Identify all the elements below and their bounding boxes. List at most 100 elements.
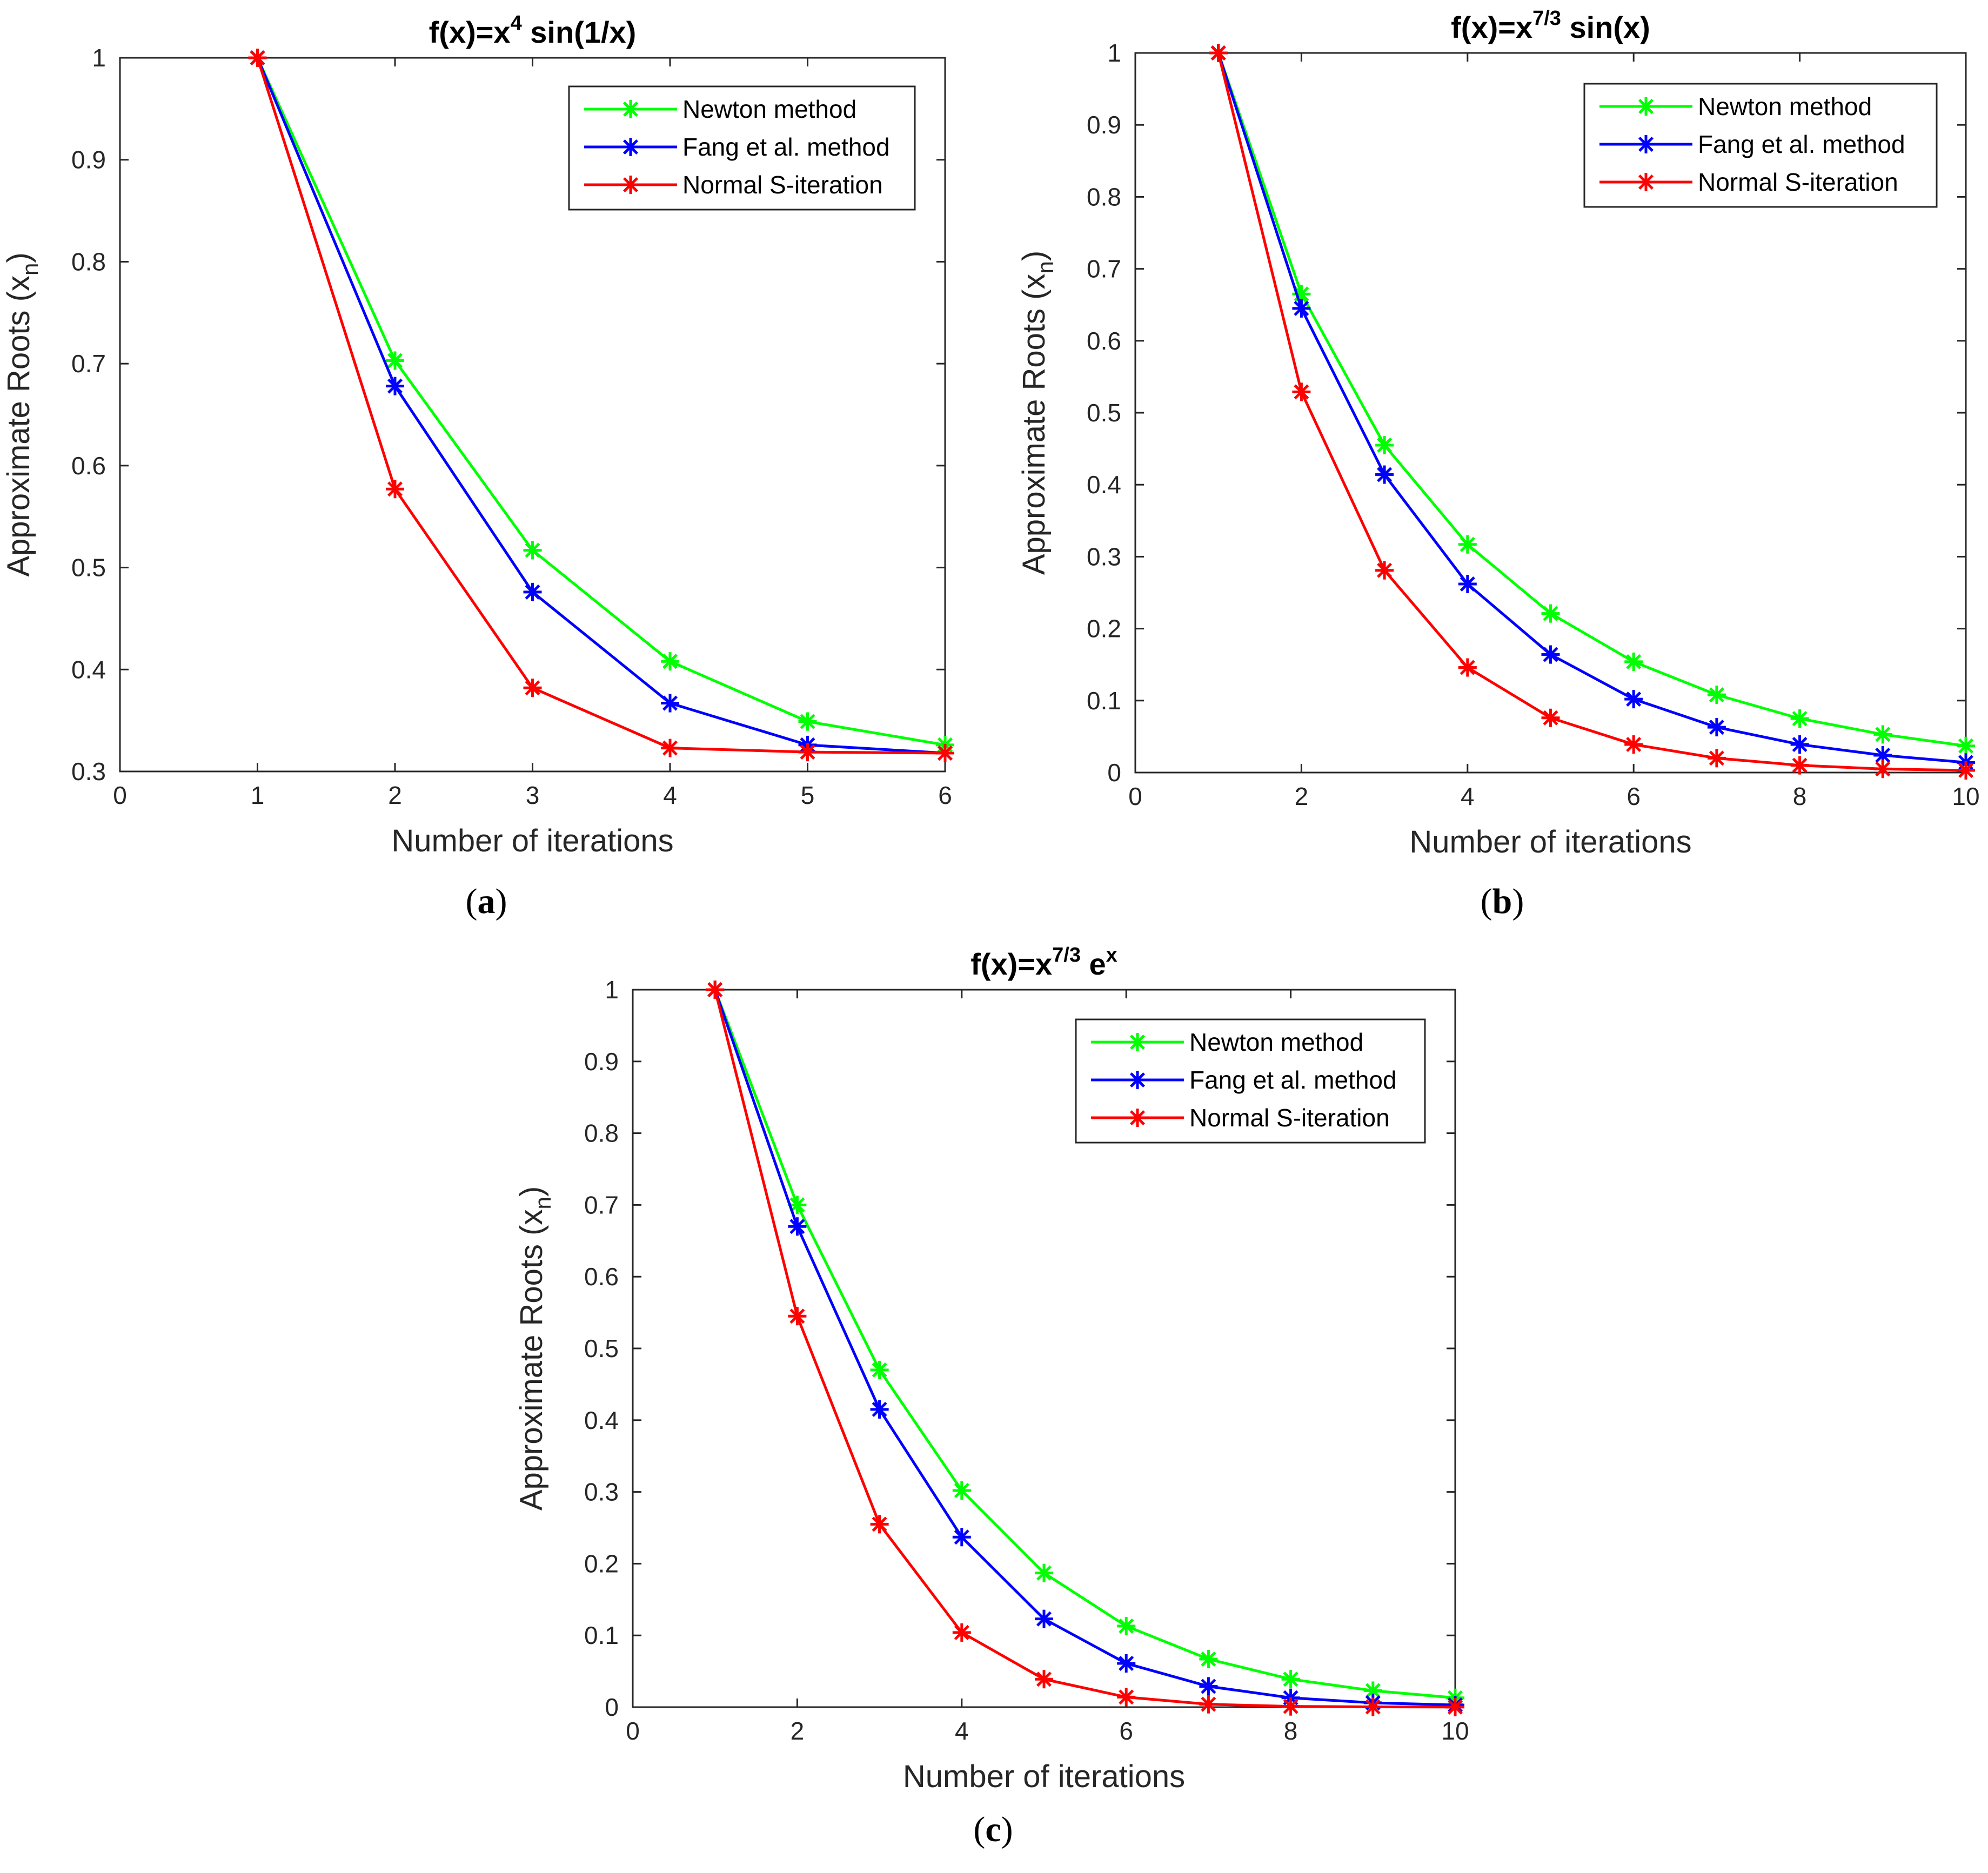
data-point — [1375, 465, 1394, 484]
legend-item: Normal S-iteration — [1091, 1104, 1390, 1132]
caption-close: ) — [496, 882, 507, 921]
legend-label: Fang et al. method — [682, 133, 890, 161]
marker-stroke — [1377, 562, 1393, 578]
marker-stroke — [800, 714, 815, 729]
marker-stroke — [1638, 136, 1654, 152]
marker-stroke — [1626, 737, 1642, 753]
title-rest: sin(x) — [1561, 10, 1650, 44]
data-point — [952, 1481, 971, 1500]
marker-stroke — [1036, 1671, 1052, 1687]
series-normal-s-iteration — [248, 49, 954, 763]
marker-stroke — [1626, 654, 1642, 669]
caption-open: ( — [1481, 882, 1492, 921]
y-tick-label: 1 — [605, 976, 619, 1004]
caption-letter: a — [478, 882, 496, 921]
legend-label: Newton method — [682, 95, 856, 123]
y-axis-label-close: ) — [514, 1186, 549, 1197]
y-tick-label: 0 — [1107, 758, 1121, 787]
marker-stroke — [1283, 1671, 1298, 1687]
marker-stroke — [789, 1308, 805, 1324]
marker-stroke — [789, 1219, 805, 1234]
marker-stroke — [1129, 1072, 1146, 1088]
x-tick-label: 4 — [663, 781, 677, 809]
data-point — [706, 981, 725, 999]
marker-stroke — [1792, 711, 1808, 727]
title-sup2: x — [1106, 944, 1117, 966]
marker-stroke — [789, 1197, 805, 1213]
series-normal-s-iteration — [1209, 44, 1975, 780]
x-tick-label: 0 — [626, 1717, 640, 1745]
data-point — [1957, 761, 1975, 780]
marker-stroke — [954, 1529, 969, 1545]
data-point — [1541, 708, 1560, 727]
series-normal-s-iteration — [706, 981, 1464, 1716]
marker-stroke — [525, 542, 540, 558]
marker-stroke — [1447, 1699, 1463, 1715]
marker-stroke — [387, 378, 403, 394]
marker-stroke — [1543, 647, 1558, 662]
data-point — [1375, 435, 1394, 454]
marker-stroke — [1036, 1611, 1052, 1627]
x-axis: 0 1 2 3 4 5 6 — [113, 58, 952, 809]
y-tick-label: 0.8 — [1087, 183, 1121, 211]
legend-swatch-marker — [621, 100, 640, 118]
marker-stroke — [662, 740, 678, 756]
legend-label: Fang et al. method — [1698, 130, 1905, 158]
y-tick-label: 0.5 — [71, 554, 106, 582]
title-sup: 4 — [511, 12, 522, 35]
marker-stroke — [1201, 1679, 1216, 1694]
data-point — [1707, 749, 1726, 768]
marker-stroke — [1129, 1110, 1146, 1126]
data-point — [1624, 652, 1643, 671]
data-point — [952, 1528, 971, 1547]
data-point — [1035, 1563, 1053, 1582]
marker-stroke — [250, 50, 265, 66]
legend-swatch-marker — [1637, 135, 1655, 153]
legend: Newton method Fang et al. method Normal S-… — [1075, 1018, 1426, 1144]
y-axis-label: Approximate Roots (xn) — [514, 1186, 555, 1511]
data-point — [523, 541, 542, 560]
data-point — [1624, 690, 1643, 709]
data-point — [1458, 575, 1477, 594]
y-axis-label-main: Approximate Roots (x — [1016, 274, 1052, 575]
marker-stroke — [662, 695, 678, 711]
y-axis-label-sub: n — [530, 1197, 555, 1209]
data-point — [1281, 1697, 1300, 1716]
data-point — [1624, 735, 1643, 754]
legend-swatch-marker — [1128, 1033, 1147, 1051]
data-point — [661, 739, 679, 757]
data-point — [1790, 735, 1809, 754]
data-point — [523, 679, 542, 697]
marker-stroke — [954, 1482, 969, 1498]
marker-stroke — [1875, 727, 1891, 742]
legend-label: Fang et al. method — [1189, 1066, 1397, 1094]
data-point — [1117, 1616, 1136, 1635]
chart-title: f(x)=x7/3 sin(x) — [1451, 7, 1650, 44]
marker-stroke — [954, 1624, 969, 1640]
marker-stroke — [1626, 692, 1642, 707]
marker-stroke — [662, 654, 678, 669]
title-base: f(x)=x — [970, 947, 1052, 981]
data-point — [1117, 1654, 1136, 1673]
marker-stroke — [1377, 467, 1393, 482]
y-tick-label: 0.4 — [584, 1406, 619, 1434]
data-point — [1375, 561, 1394, 580]
data-point — [1446, 1697, 1464, 1716]
series-line — [713, 989, 1456, 1700]
data-point — [1541, 604, 1560, 623]
data-point — [1281, 1670, 1300, 1689]
data-point — [386, 377, 404, 395]
legend-item: Normal S-iteration — [1599, 168, 1898, 196]
marker-stroke — [1958, 738, 1974, 754]
x-tick-label: 4 — [1461, 782, 1475, 810]
marker-stroke — [387, 353, 403, 368]
y-axis: 0 0.1 0.2 0.3 0.4 0.5 0.6 0.7 0.8 0.9 1 — [1087, 39, 1966, 787]
y-tick-label: 0.4 — [1087, 471, 1121, 499]
marker-stroke — [1875, 748, 1891, 763]
panel-caption: (b) — [1481, 882, 1524, 921]
legend-swatch-marker — [621, 138, 640, 156]
data-point — [936, 744, 954, 763]
title-sup: 7/3 — [1052, 944, 1081, 966]
data-point — [870, 1360, 889, 1379]
marker-stroke — [622, 177, 639, 193]
